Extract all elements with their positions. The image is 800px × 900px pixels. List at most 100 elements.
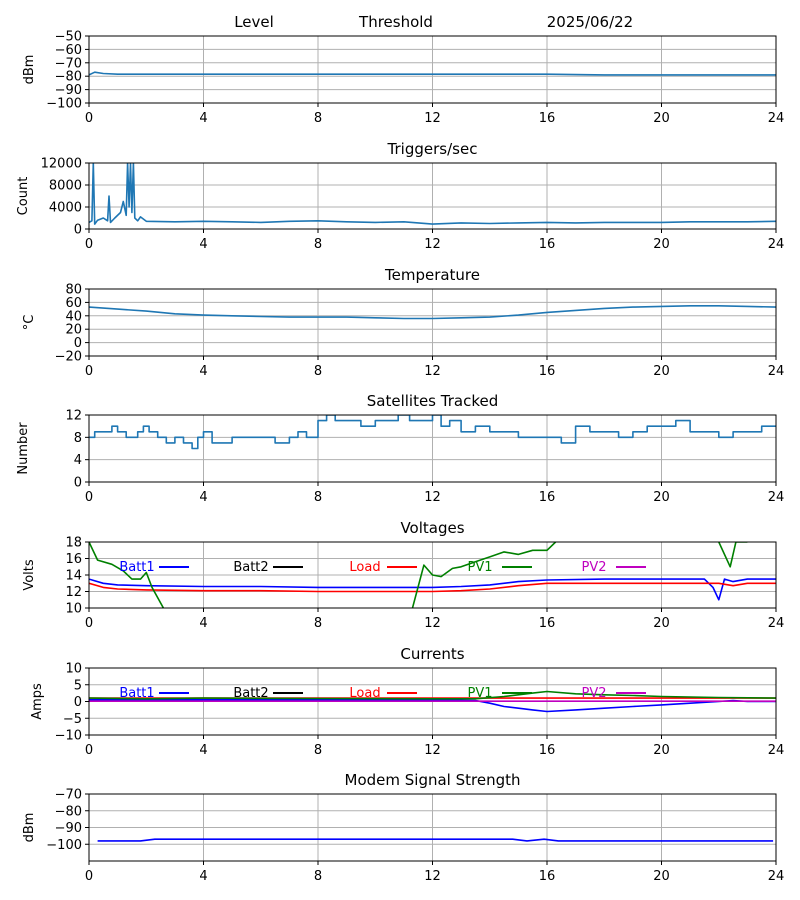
panel-satellites: 0 4 8 12 16 20 24 0 4 8 12 Satellites Tracked Number — [16, 392, 784, 505]
x-tick-label: 4 — [199, 616, 207, 631]
y-tick-label: 5 — [74, 678, 82, 693]
x-tick-label: 0 — [85, 616, 93, 631]
legend-label-batt1: Batt1 — [119, 686, 154, 701]
x-tick-label: 8 — [314, 616, 322, 631]
y-tick-label: 0 — [74, 476, 82, 491]
chart-title-modem: Modem Signal Strength — [345, 771, 521, 789]
x-tick-label: 4 — [199, 111, 207, 126]
y-axis-label-satellites: Number — [16, 422, 31, 475]
telemetry-dashboard: Level Threshold 2025/06/22 0 4 8 12 16 20 24 −1… — [0, 0, 800, 900]
legend-label-pv1: PV1 — [467, 560, 492, 575]
y-axis-label-temperature: °C — [22, 315, 37, 331]
legend-label-batt2: Batt2 — [233, 560, 268, 575]
x-tick-label: 12 — [424, 490, 441, 505]
y-tick-label: 12 — [65, 409, 82, 424]
x-tick-label: 24 — [768, 869, 785, 884]
x-tick-label: 20 — [653, 869, 670, 884]
x-tick-label: 0 — [85, 364, 93, 379]
x-tick-label: 0 — [85, 869, 93, 884]
x-tick-label: 0 — [85, 743, 93, 758]
header-date: 2025/06/22 — [547, 13, 633, 31]
header-level: Level — [234, 13, 274, 31]
chart-title-satellites: Satellites Tracked — [367, 392, 498, 410]
x-tick-label: 12 — [424, 869, 441, 884]
series-line-voltages-5 — [719, 542, 748, 567]
x-tick-label: 8 — [314, 869, 322, 884]
x-tick-label: 16 — [539, 743, 556, 758]
chart-title-currents: Currents — [400, 645, 464, 663]
y-axis-label-voltages: Volts — [22, 559, 37, 591]
y-tick-label: 0 — [74, 336, 82, 351]
y-tick-label: 8 — [74, 431, 82, 446]
series-line-modem-0 — [98, 839, 774, 841]
x-tick-label: 12 — [424, 237, 441, 252]
x-tick-label: 16 — [539, 237, 556, 252]
y-tick-label: −90 — [55, 83, 82, 98]
x-tick-label: 4 — [199, 490, 207, 505]
y-tick-label: 8000 — [49, 179, 82, 194]
y-tick-label: 16 — [65, 552, 82, 567]
y-tick-label: −80 — [55, 804, 82, 819]
header: Level Threshold 2025/06/22 — [234, 13, 633, 31]
chart-title-voltages: Voltages — [400, 519, 464, 537]
header-threshold: Threshold — [358, 13, 433, 31]
x-tick-label: 8 — [314, 490, 322, 505]
chart-title-triggers: Triggers/sec — [387, 140, 478, 158]
x-tick-label: 0 — [85, 237, 93, 252]
x-tick-label: 16 — [539, 111, 556, 126]
panel-currents: 0 4 8 12 16 20 24−10−50510CurrentsAmps Batt1 Bat… — [30, 645, 784, 758]
panel-triggers: 0 4 8 12 16 20 24 0 4000 8000 12000 Triggers/sec Cou… — [16, 140, 784, 252]
x-tick-label: 12 — [424, 616, 441, 631]
x-tick-label: 4 — [199, 364, 207, 379]
y-tick-label: 14 — [65, 569, 82, 584]
y-axis-label-currents: Amps — [30, 683, 45, 720]
y-tick-label: 20 — [65, 323, 82, 338]
x-tick-label: 16 — [539, 616, 556, 631]
legend-label-pv2: PV2 — [581, 560, 606, 575]
series-group-modem — [98, 839, 774, 841]
y-tick-label: 4000 — [49, 201, 82, 216]
y-tick-label: 4 — [74, 453, 82, 468]
x-tick-label: 8 — [314, 237, 322, 252]
y-tick-label: 10 — [65, 662, 82, 677]
x-tick-label: 12 — [424, 111, 441, 126]
x-tick-label: 4 — [199, 869, 207, 884]
grid-temperature — [89, 289, 776, 356]
y-tick-label: −100 — [46, 838, 82, 853]
y-tick-label: −70 — [55, 788, 82, 803]
y-tick-label: −5 — [63, 712, 82, 727]
y-tick-label: 12 — [65, 585, 82, 600]
y-axis-label-level: dBm — [22, 55, 37, 85]
grid-triggers — [89, 163, 776, 229]
y-tick-label: 10 — [65, 602, 82, 617]
legend-voltages: Batt1 Batt2 Load PV1 PV2 — [119, 560, 646, 575]
x-tick-label: 24 — [768, 237, 785, 252]
y-axis-label-modem: dBm — [22, 813, 37, 843]
y-tick-label: −10 — [55, 729, 82, 744]
x-tick-label: 12 — [424, 743, 441, 758]
y-tick-label: 0 — [74, 223, 82, 238]
x-tick-label: 20 — [653, 490, 670, 505]
x-tick-label: 20 — [653, 743, 670, 758]
y-tick-label: 18 — [65, 536, 82, 551]
y-tick-label: −100 — [46, 97, 82, 112]
legend-label-load: Load — [349, 560, 380, 575]
x-tick-label: 20 — [653, 237, 670, 252]
x-tick-label: 24 — [768, 364, 785, 379]
y-tick-label: 0 — [74, 695, 82, 710]
x-tick-label: 12 — [424, 364, 441, 379]
x-tick-label: 20 — [653, 111, 670, 126]
y-tick-label: 80 — [65, 283, 82, 298]
x-tick-label: 8 — [314, 364, 322, 379]
y-tick-label: 60 — [65, 296, 82, 311]
x-tick-label: 0 — [85, 111, 93, 126]
y-tick-label: −20 — [55, 350, 82, 365]
x-tick-label: 8 — [314, 111, 322, 126]
x-tick-label: 20 — [653, 616, 670, 631]
x-tick-label: 16 — [539, 869, 556, 884]
x-tick-label: 8 — [314, 743, 322, 758]
x-tick-label: 24 — [768, 490, 785, 505]
y-tick-label: −90 — [55, 821, 82, 836]
